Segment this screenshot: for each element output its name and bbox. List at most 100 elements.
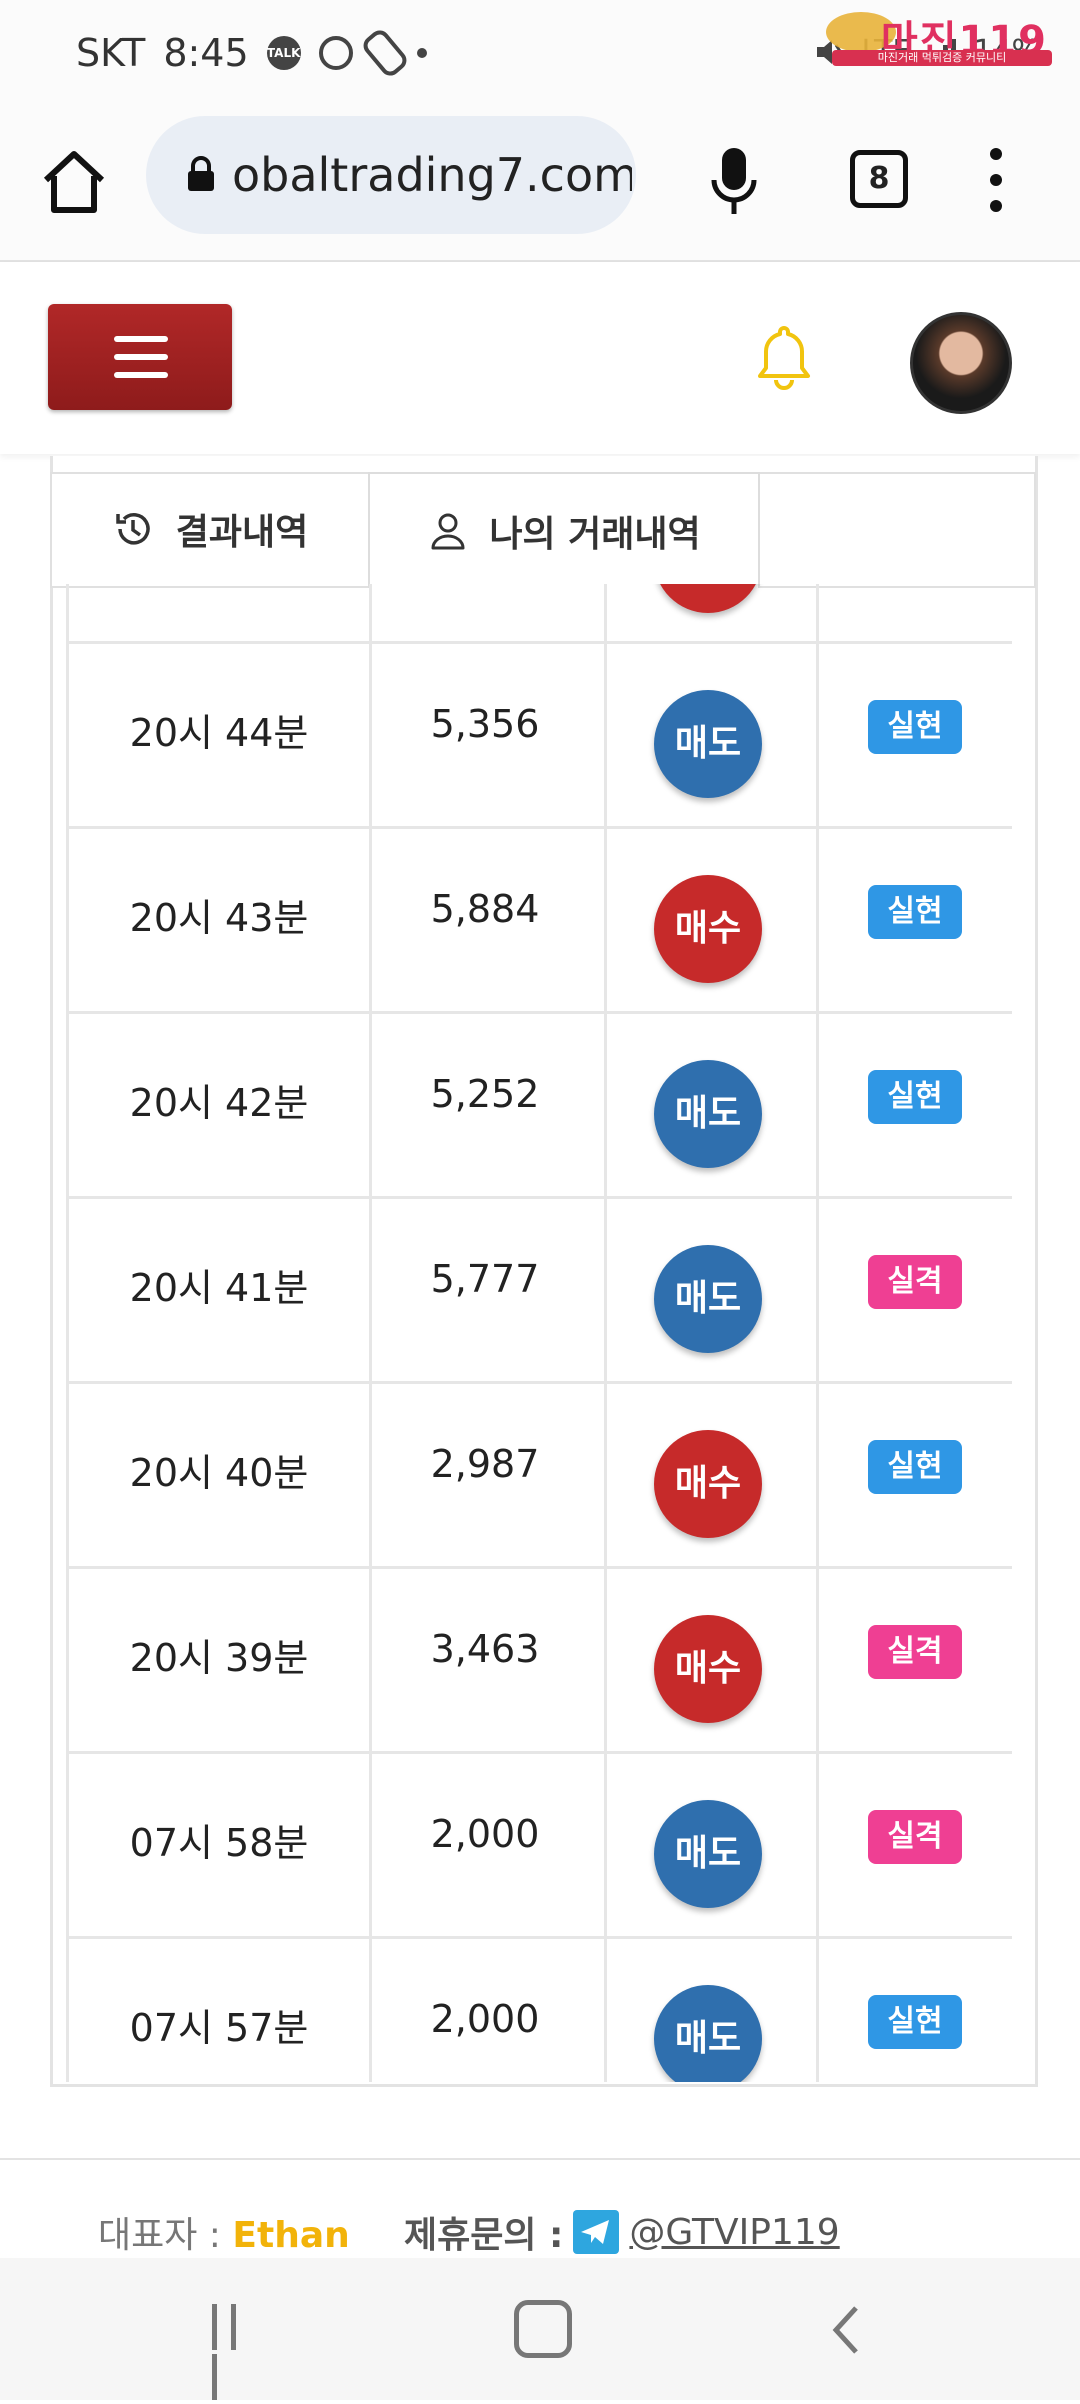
trade-row: 20시 44분 5,356 매도 실현 (66, 644, 1012, 829)
watermark-subtitle: 마진거래 먹튀검증 커뮤니티 (832, 50, 1052, 66)
podcast-icon (318, 36, 353, 70)
trade-time: 07시 58분 (129, 1821, 309, 1865)
status-cell: 실현 (816, 1939, 1012, 2082)
telegram-link[interactable]: @GTVIP119 (629, 2211, 840, 2253)
home-nav-icon[interactable] (514, 2300, 572, 2358)
trade-side-badge: 매수 (654, 1430, 762, 1538)
address-bar[interactable]: obaltrading7.com (146, 116, 636, 234)
side-cell: 매수 (604, 829, 819, 1011)
trade-row: 20시 42분 5,252 매도 실현 (66, 1014, 1012, 1199)
status-cell: 실격 (816, 1199, 1012, 1381)
trade-row: 20시 41분 5,777 매도 실격 (66, 1199, 1012, 1384)
trade-time: 07시 57분 (129, 2006, 309, 2050)
partnership-contact: 제휴문의 : @GTVIP119 (404, 2206, 840, 2258)
side-cell: 매수 (604, 1569, 819, 1751)
system-navigation-bar (0, 2258, 1080, 2400)
back-icon[interactable] (826, 2302, 866, 2358)
contact-label: 제휴문의 : (404, 2215, 564, 2256)
trade-amount: 2,000 (430, 1812, 540, 1856)
amount-cell: 2,000 (366, 1939, 607, 2082)
recent-apps-icon[interactable] (212, 2304, 262, 2400)
status-cell: 실현 (816, 1384, 1012, 1566)
trade-amount: 5,884 (430, 887, 540, 931)
more-notifications-icon (416, 48, 427, 58)
trade-status-badge: 실격 (868, 1810, 962, 1864)
status-left: SKT 8:45 TALK (76, 26, 427, 80)
time-cell: 20시 40분 (66, 1384, 372, 1566)
time-cell: 20시 45분 (66, 584, 372, 641)
watermark-emblem-icon (826, 12, 896, 52)
trade-time: 20시 42분 (129, 1081, 309, 1125)
status-cell: 실현 (816, 644, 1012, 826)
side-cell: 매도 (604, 1939, 819, 2082)
tab-results-label: 결과내역 (175, 512, 309, 553)
site-footer: 대표자 : Ethan 제휴문의 : @GTVIP119 (0, 2158, 1080, 2260)
trade-amount: 5,252 (430, 1072, 540, 1116)
pill-icon (359, 26, 411, 80)
trade-status-badge: 실현 (868, 700, 962, 754)
amount-cell: 5,252 (366, 1014, 607, 1196)
time-label: 8:45 (163, 31, 249, 75)
watermark-logo: 마진119 마진거래 먹튀검증 커뮤니티 (806, 6, 1066, 66)
trade-row: 20시 45분4,882 매수 실현 (66, 584, 1012, 644)
user-icon (431, 513, 465, 550)
time-cell: 20시 41분 (66, 1199, 372, 1381)
tab-switcher-button[interactable]: 8 (850, 150, 908, 208)
trade-status-badge: 실현 (868, 1070, 962, 1124)
status-cell: 실격 (816, 1569, 1012, 1751)
time-cell: 20시 39분 (66, 1569, 372, 1751)
trade-time: 20시 40분 (129, 1451, 309, 1495)
trade-amount: 5,777 (430, 1257, 540, 1301)
trade-status-badge: 실격 (868, 1625, 962, 1679)
side-cell: 매도 (604, 644, 819, 826)
trade-side-badge: 매도 (654, 1245, 762, 1353)
rep-name: Ethan (232, 2215, 350, 2256)
side-cell: 매수 (604, 1384, 819, 1566)
trade-side-badge: 매도 (654, 1060, 762, 1168)
amount-cell: 5,884 (366, 829, 607, 1011)
trade-side-badge: 매수 (654, 584, 762, 613)
trade-status-badge: 실현 (868, 1440, 962, 1494)
trade-time: 20시 39분 (129, 1636, 309, 1680)
trade-amount: 2,000 (430, 1997, 540, 2041)
trade-time: 20시 43분 (129, 896, 309, 940)
trade-row: 20시 40분 2,987 매수 실현 (66, 1384, 1012, 1569)
browser-menu-icon[interactable] (990, 148, 1004, 218)
trade-row: 20시 43분 5,884 매수 실현 (66, 829, 1012, 1014)
menu-line (114, 354, 168, 360)
lock-icon (188, 156, 214, 191)
status-bar: SKT 8:45 TALK LTE 14% 마진119 마진거래 먹튀검증 커뮤… (0, 0, 1080, 110)
trade-status-badge: 실현 (868, 885, 962, 939)
carrier-label: SKT (76, 31, 146, 75)
time-cell: 07시 58분 (66, 1754, 372, 1936)
side-cell: 매도 (604, 1014, 819, 1196)
status-cell: 실격 (816, 1754, 1012, 1936)
trade-row: 20시 39분 3,463 매수 실격 (66, 1569, 1012, 1754)
microphone-icon[interactable] (706, 144, 762, 220)
hamburger-menu-button[interactable] (48, 304, 232, 410)
representative-info: 대표자 : Ethan (98, 2206, 350, 2258)
trade-amount: 2,987 (430, 1442, 540, 1486)
trade-time: 20시 41분 (129, 1266, 309, 1310)
amount-cell: 5,356 (366, 644, 607, 826)
amount-cell: 4,882 (366, 584, 607, 641)
history-tabs: 결과내역 나의 거래내역 (50, 472, 1036, 588)
time-cell: 20시 44분 (66, 644, 372, 826)
tab-my-trades[interactable]: 나의 거래내역 (368, 472, 760, 588)
amount-cell: 3,463 (366, 1569, 607, 1751)
amount-cell: 2,000 (366, 1754, 607, 1936)
tab-results[interactable]: 결과내역 (52, 474, 368, 584)
trade-row: 07시 58분 2,000 매도 실격 (66, 1754, 1012, 1939)
trade-amount: 3,463 (430, 1627, 540, 1671)
bell-icon[interactable] (752, 322, 816, 394)
home-icon[interactable] (38, 146, 110, 218)
amount-cell: 5,777 (366, 1199, 607, 1381)
trade-row: 07시 57분 2,000 매도 실현 (66, 1939, 1012, 2082)
trade-side-badge: 매수 (654, 1615, 762, 1723)
side-cell: 매도 (604, 1199, 819, 1381)
user-avatar[interactable] (910, 312, 1012, 414)
url-text[interactable]: obaltrading7.com (232, 148, 632, 202)
menu-line (114, 336, 168, 342)
side-cell: 매도 (604, 1754, 819, 1936)
